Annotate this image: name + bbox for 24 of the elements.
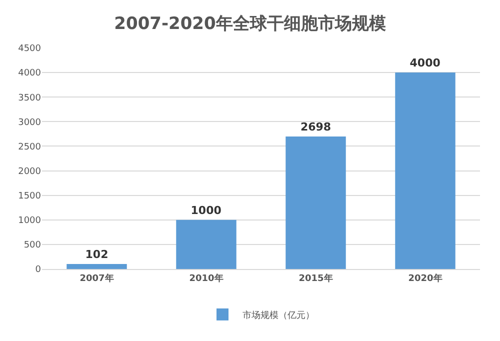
legend-label: 市场规模（亿元）	[242, 310, 314, 321]
x-tick-label: 2010年	[189, 272, 224, 284]
data-label: 1000	[190, 204, 222, 217]
data-label: 102	[85, 248, 108, 261]
bar	[176, 220, 236, 269]
y-tick-label: 4500	[18, 44, 42, 54]
data-label: 2698	[300, 120, 332, 134]
data-label: 4000	[410, 56, 441, 70]
y-tick-label: 0	[35, 265, 42, 276]
y-tick-label: 1500	[18, 191, 42, 202]
y-tick-label: 3000	[18, 118, 42, 128]
y-tick-label: 2000	[18, 166, 42, 177]
chart-title: 2007-2020年全球干细胞市场规模	[114, 14, 386, 34]
x-tick-label: 2020年	[408, 272, 442, 284]
y-tick-label: 4000	[18, 68, 42, 79]
y-tick-label: 2500	[18, 142, 42, 152]
bar	[286, 136, 346, 269]
y-tick-label: 1000	[18, 216, 42, 226]
y-tick-label: 3500	[18, 93, 42, 104]
bar	[395, 72, 456, 269]
x-tick-label: 2007年	[80, 272, 114, 284]
bar	[66, 264, 127, 269]
x-tick-label: 2015年	[298, 272, 333, 284]
y-tick-label: 500	[24, 240, 42, 251]
